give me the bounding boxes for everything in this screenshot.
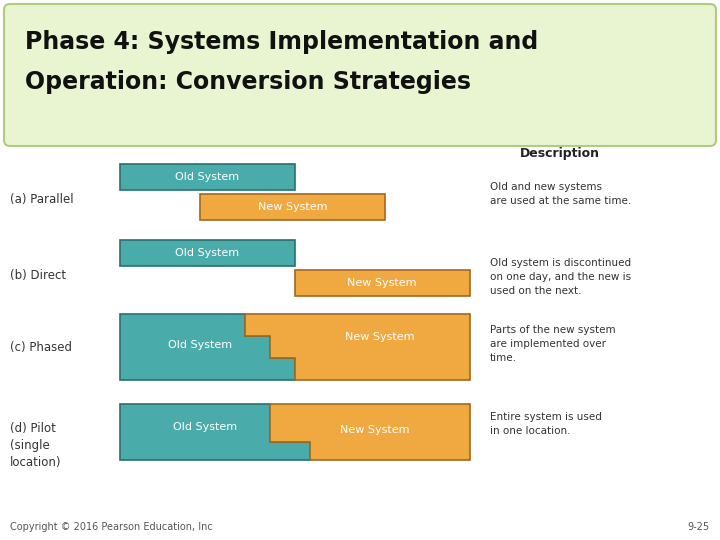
- Text: New System: New System: [346, 332, 415, 342]
- Text: New System: New System: [341, 425, 410, 435]
- Text: (a) Parallel: (a) Parallel: [10, 193, 73, 206]
- Text: Description: Description: [520, 147, 600, 160]
- Text: (d) Pilot
(single
location): (d) Pilot (single location): [10, 422, 61, 469]
- Polygon shape: [270, 404, 470, 460]
- Bar: [120, 164, 295, 190]
- Text: Entire system is used
in one location.: Entire system is used in one location.: [490, 412, 602, 436]
- Bar: [295, 270, 470, 296]
- Polygon shape: [245, 314, 470, 380]
- Text: (c) Phased: (c) Phased: [10, 341, 72, 354]
- Text: Old system is discontinued
on one day, and the new is
used on the next.: Old system is discontinued on one day, a…: [490, 258, 631, 296]
- Polygon shape: [120, 404, 310, 460]
- Text: Old and new systems
are used at the same time.: Old and new systems are used at the same…: [490, 182, 631, 206]
- Text: New System: New System: [347, 278, 417, 288]
- Text: (b) Direct: (b) Direct: [10, 269, 66, 282]
- Text: Old System: Old System: [175, 172, 239, 182]
- Text: New System: New System: [258, 202, 328, 212]
- Text: Phase 4: Systems Implementation and: Phase 4: Systems Implementation and: [25, 30, 539, 54]
- Text: 9-25: 9-25: [688, 522, 710, 532]
- Text: Parts of the new system
are implemented over
time.: Parts of the new system are implemented …: [490, 325, 616, 363]
- Text: Old System: Old System: [175, 248, 239, 258]
- Polygon shape: [120, 314, 295, 380]
- Text: Old System: Old System: [168, 340, 232, 350]
- Bar: [200, 194, 385, 220]
- Text: Copyright © 2016 Pearson Education, Inc: Copyright © 2016 Pearson Education, Inc: [10, 522, 212, 532]
- Text: Operation: Conversion Strategies: Operation: Conversion Strategies: [25, 70, 471, 94]
- Bar: [120, 240, 295, 266]
- FancyBboxPatch shape: [4, 4, 716, 146]
- Text: Old System: Old System: [173, 422, 237, 432]
